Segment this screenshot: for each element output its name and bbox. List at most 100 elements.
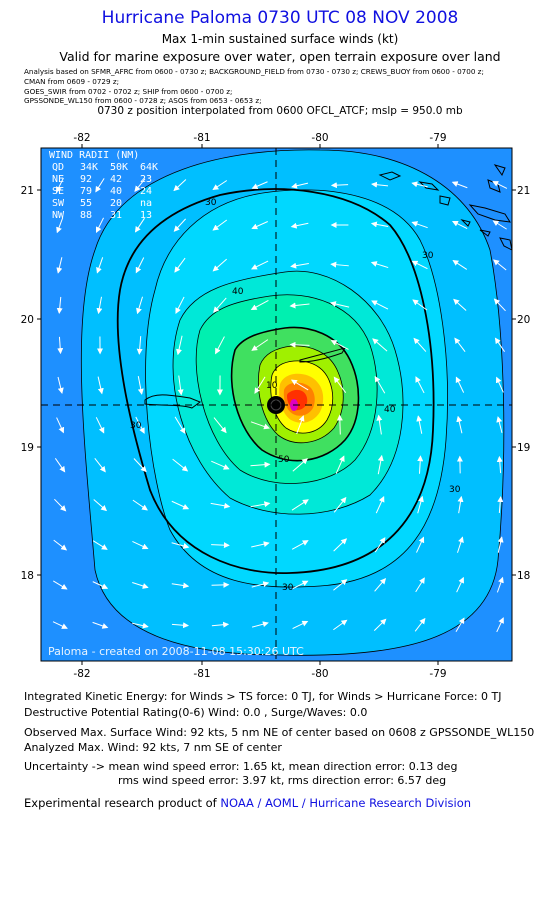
wind-vector-arrow [333,579,348,591]
wind-vector-arrow [497,536,504,553]
wind-radii-header-cell: 34K [80,162,98,173]
wind-vector-arrow [211,542,230,549]
valid-line: Valid for marine exposure over water, op… [59,49,501,64]
wind-vector-arrow [333,376,347,393]
wind-vector-arrow [56,417,65,434]
wind-vector-arrow [333,538,348,552]
wind-vector-arrow [372,338,388,352]
wind-analysis-map: 30 30 30 30 30 40 40 50 10 WIND RADII (N… [21,132,531,680]
wind-vector-arrow [251,339,269,351]
wind-vector-arrow [177,375,184,396]
wind-vector-arrow [416,536,425,553]
wind-vector-arrow [171,622,190,629]
wind-vector-arrow [250,501,271,508]
axis-ticks [37,144,516,665]
lon-tick-bottom: -79 [429,668,446,680]
wind-vector-arrow [455,376,465,393]
wind-vector-arrow [292,580,309,590]
wind-vector-arrow [371,181,389,188]
lon-tick-top: -80 [311,132,328,144]
wind-vector-arrow [457,495,464,514]
wind-vector-arrow [212,258,228,272]
wind-vector-arrow [455,617,465,632]
wind-vector-arrow [289,341,310,348]
wind-vector-arrow [56,217,64,234]
wind-vector-arrow [250,300,269,311]
wind-vector-arrow [250,421,270,430]
lat-tick-left: 19 [21,442,34,454]
wind-vector-arrow [330,261,349,268]
contour-label: 30 [282,583,294,593]
wind-vector-arrow [290,262,309,269]
wind-vector-arrow [251,260,269,270]
lat-tick-right: 18 [517,570,530,582]
wind-vector-arrow [452,259,468,270]
wind-vector-arrow [291,499,309,511]
credit-prefix: Experimental research product of [24,796,221,810]
wind-vector-arrow [411,181,428,188]
wind-vector-arrow [289,302,310,309]
wind-vector-arrow [411,260,428,270]
wind-radii-cell: 42 [110,174,122,185]
uncertainty-line-1: Uncertainty -> mean wind speed error: 1.… [24,760,458,773]
wind-vector-arrow [173,218,186,232]
lon-tick-top: -79 [429,132,446,144]
wind-vector-arrow [492,220,507,230]
wind-vector-arrow [330,182,349,189]
lat-tick-right: 19 [517,442,530,454]
wind-vector-arrow [176,335,183,356]
wind-vector-arrow [95,217,104,234]
wind-vector-arrow [213,297,227,313]
wind-vector-arrow [132,499,148,511]
wind-vector-arrow [291,182,309,189]
contour-label: 40 [384,405,396,415]
credit-org-link[interactable]: NOAA / AOML / Hurricane Research Divisio… [220,796,472,810]
wind-vector-arrow [456,415,463,434]
wind-vector-arrow [370,261,389,269]
analyzed-max-line: Analyzed Max. Wind: 92 kts, 7 nm SE of c… [24,741,282,754]
wind-vector-arrow [54,458,66,473]
wind-radii-cell: na [140,198,152,209]
subtitle: Max 1-min sustained surface winds (kt) [161,32,399,46]
wind-vector-arrow [56,296,63,315]
wind-vector-arrow [134,178,146,192]
wind-vector-arrow [56,177,64,193]
contour-label: 50 [278,455,290,465]
wind-vector-arrow [333,619,348,631]
wind-radii-cell: 92 [80,174,92,185]
wind-vector-arrow [212,180,228,191]
wind-vector-arrow [95,417,105,434]
wind-vector-arrow [172,458,189,472]
wind-radii-cell: SE [52,186,64,197]
lon-tick-bottom: -82 [73,668,90,680]
contour-label: 30 [422,251,434,261]
wind-vector-arrow [496,576,504,593]
wind-vector-arrow [335,455,345,474]
ike-line: Integrated Kinetic Energy: for Winds > T… [24,690,502,703]
wind-vector-arrow [417,455,424,474]
wind-radii-cell: 24 [140,186,152,197]
wind-radii-header-cell: 64K [140,162,158,173]
wind-vector-arrow [492,181,508,189]
wind-radii-table: WIND RADII (NM) QD 34K 50K 64K NE 92 42 23 SE 79 4… [49,150,158,221]
credit-line: Experimental research product of NOAA / … [24,796,471,810]
wind-radii-cell: 13 [140,210,152,221]
wind-vector-arrow [496,617,504,633]
contour-label: 30 [130,421,142,431]
wind-vector-arrow [374,577,387,592]
hurricane-force-contour [116,188,435,574]
lat-tick-left: 21 [21,185,34,197]
wind-vector-arrow [213,417,227,434]
wind-vector-arrow [95,178,105,193]
wind-vector-arrow [374,375,386,394]
wind-vector-arrow [96,257,104,274]
lat-tick-right: 21 [517,185,530,197]
analysis-line-3: GOES_SWIR from 0702 - 0702 z; SHIP from … [24,87,233,96]
wind-radii-header-cell: 50K [110,162,128,173]
wind-vector-arrow [54,498,67,512]
wind-vector-arrow [136,296,144,315]
wind-vector-arrow [174,257,186,273]
wind-vector-arrow [137,376,144,395]
wind-vector-arrow [417,495,424,514]
wind-radii-cell: 40 [110,186,122,197]
